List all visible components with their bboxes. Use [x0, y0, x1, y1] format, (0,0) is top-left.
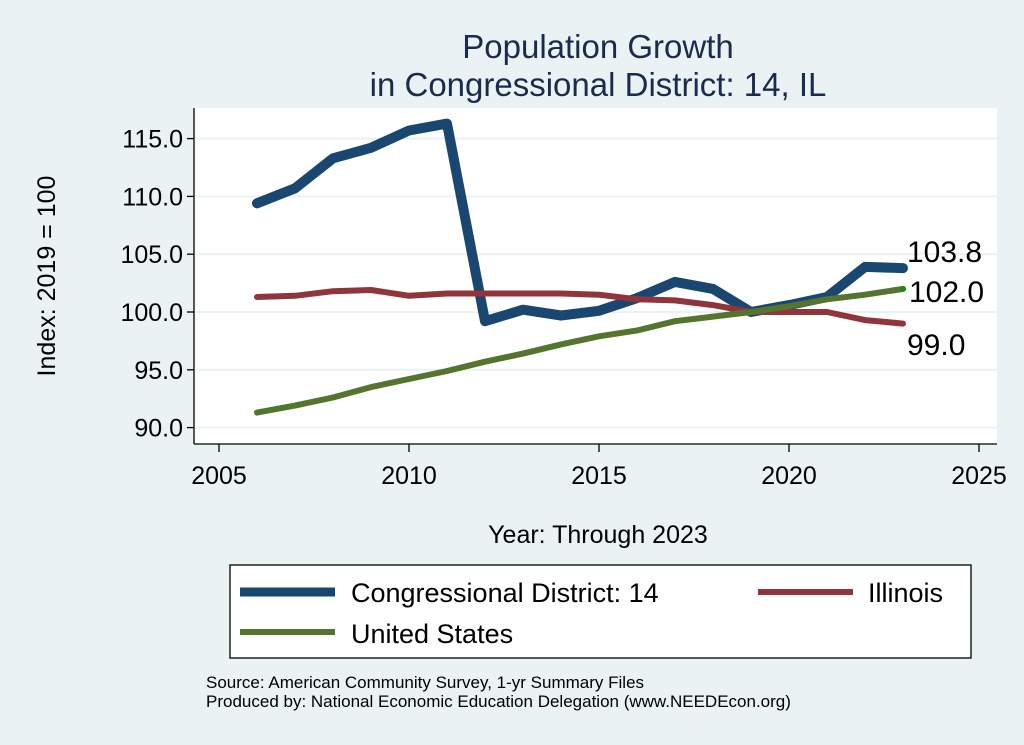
y-ticks: 90.0 95.0 100.0 105.0 110.0 115.0: [120, 126, 194, 443]
series-group: [252, 118, 908, 416]
x-tick-label: 2010: [381, 462, 437, 490]
y-tick-label: 105.0: [120, 241, 183, 269]
legend-label-illinois: Illinois: [868, 578, 943, 608]
series-line-us: [254, 285, 906, 416]
chart-title-line-2: in Congressional District: 14, IL: [370, 66, 827, 103]
end-label-us: 102.0: [909, 276, 984, 309]
end-labels: 103.8 99.0 102.0: [907, 236, 984, 362]
y-tick-label: 95.0: [134, 357, 183, 385]
legend-box: [229, 564, 972, 659]
y-tick-label: 110.0: [122, 183, 183, 211]
x-axis-title: Year: Through 2023: [488, 521, 708, 549]
series-line-illinois: [254, 287, 906, 327]
x-tick-label: 2015: [571, 462, 627, 490]
plot-area: [194, 108, 997, 444]
y-tick-label: 115.0: [122, 126, 183, 154]
y-axis-title: Index: 2019 = 100: [33, 176, 61, 377]
end-label-cd14: 103.8: [907, 236, 982, 269]
x-tick-label: 2025: [951, 462, 1007, 490]
series-end-marker-us: [900, 285, 906, 292]
source-note: Source: American Community Survey, 1-yr …: [206, 673, 644, 692]
chart-title-line-1: Population Growth: [462, 28, 734, 65]
legend-label-cd14: Congressional District: 14: [351, 578, 659, 608]
end-label-illinois: 99.0: [907, 329, 965, 362]
x-ticks: 2005 2010 2015 2020 2025: [191, 444, 1007, 490]
x-tick-label: 2020: [761, 462, 817, 490]
y-tick-label: 100.0: [120, 299, 183, 327]
producer-note: Produced by: National Economic Education…: [206, 692, 791, 711]
x-tick-label: 2005: [191, 462, 247, 490]
legend-label-us: United States: [351, 619, 513, 649]
y-tick-label: 90.0: [134, 415, 183, 443]
